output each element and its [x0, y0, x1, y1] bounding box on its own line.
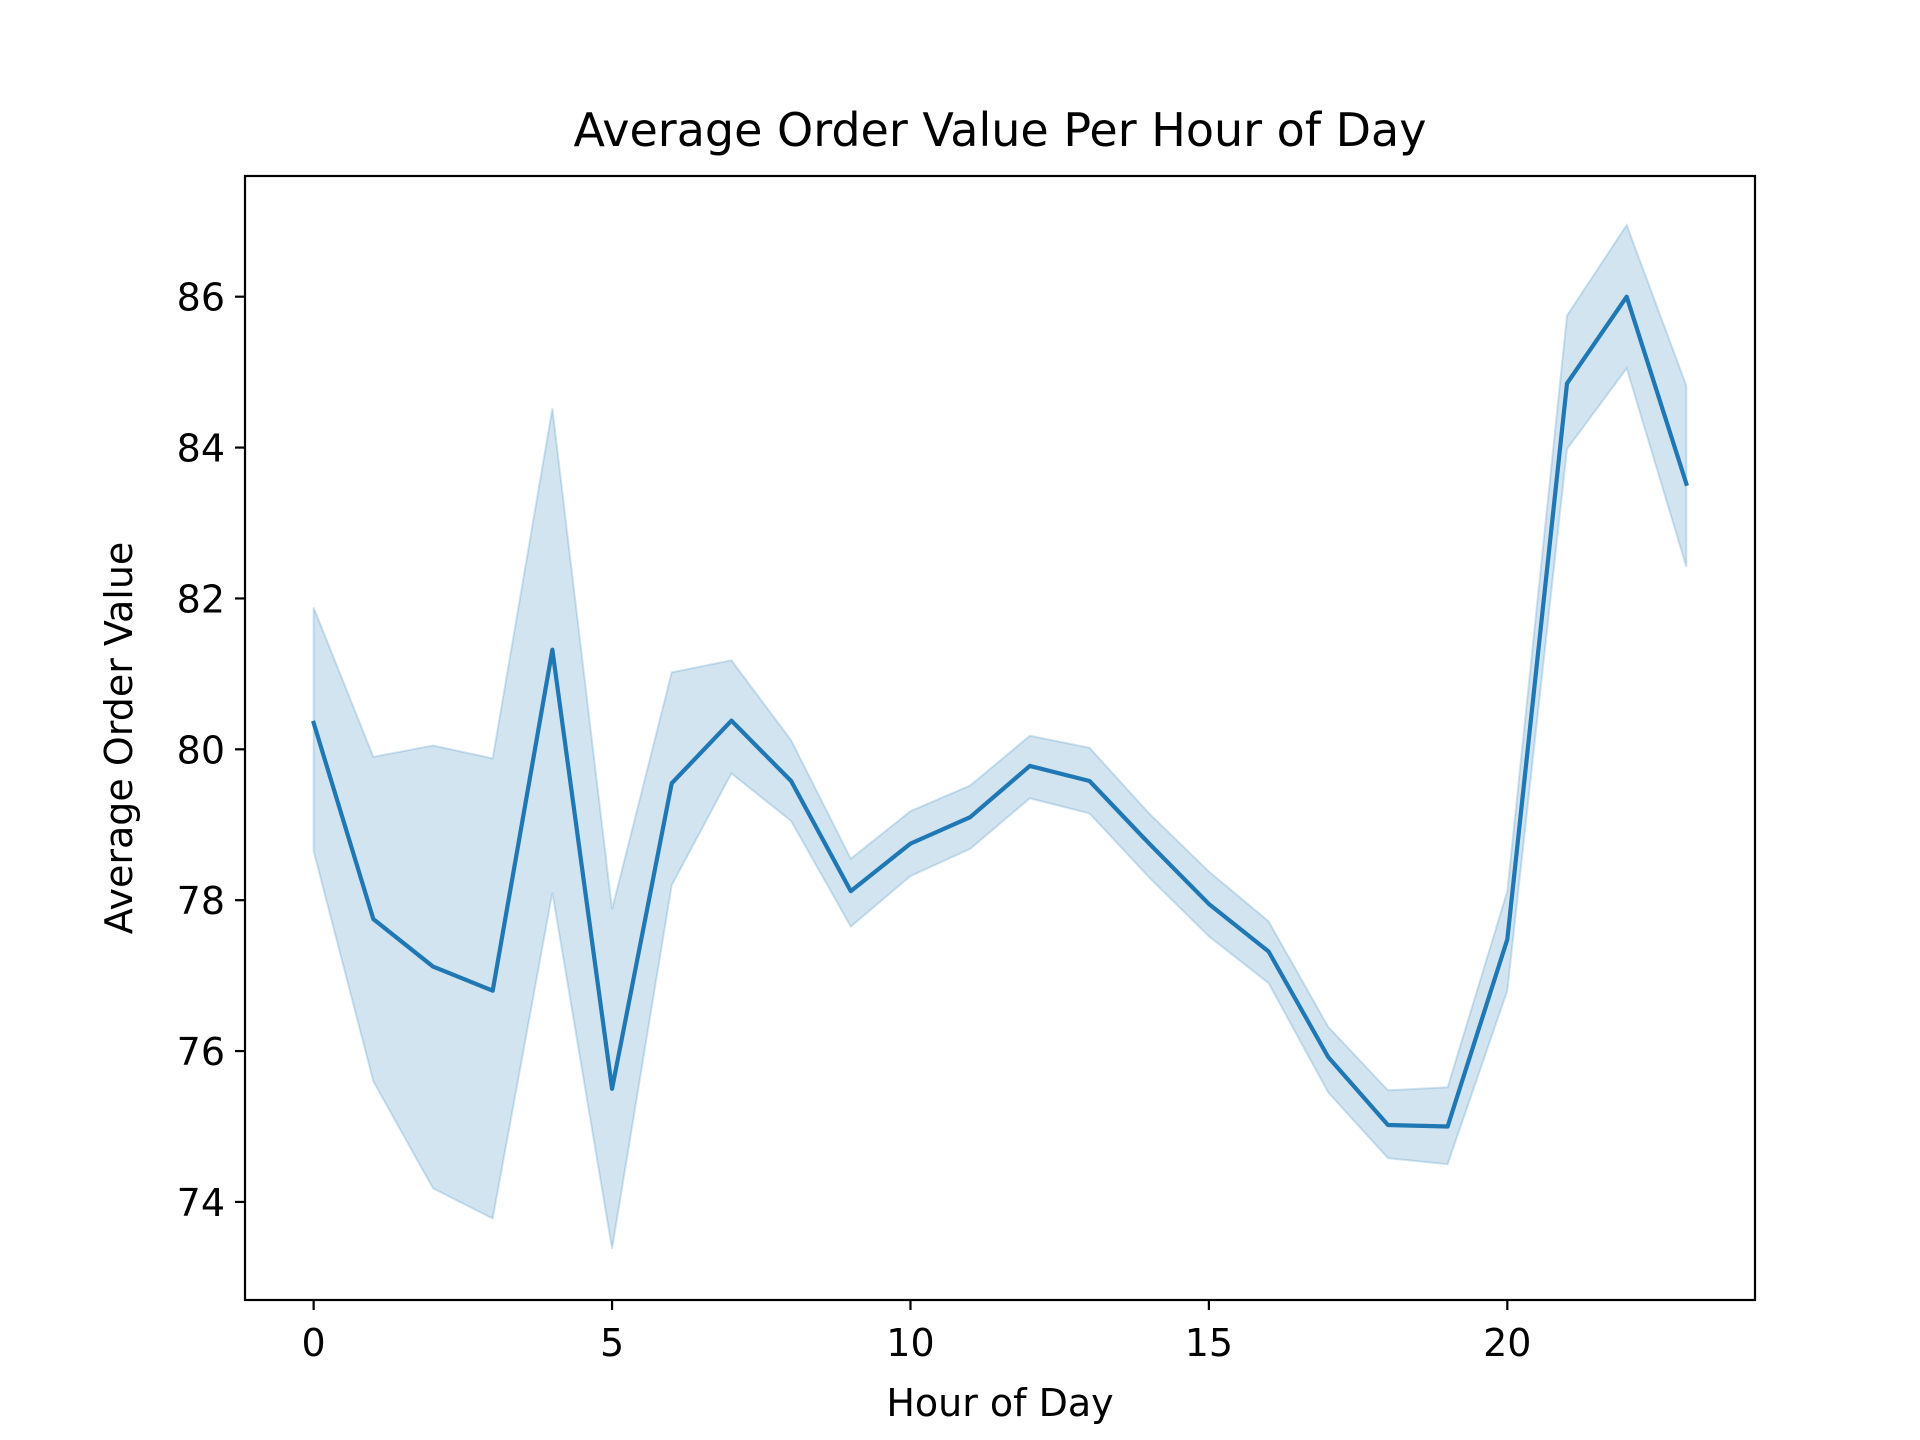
- y-tick-label: 82: [177, 577, 225, 621]
- y-tick-label: 80: [177, 728, 225, 772]
- plot-frame: [243, 174, 1757, 1302]
- x-axis-label: Hour of Day: [886, 1381, 1113, 1425]
- x-tick-label: 0: [302, 1321, 326, 1365]
- x-tick-label: 15: [1185, 1321, 1233, 1365]
- x-tick-label: 5: [600, 1321, 624, 1365]
- x-tick-label: 10: [886, 1321, 934, 1365]
- confidence-band: [312, 222, 1688, 1249]
- y-tick-label: 78: [177, 879, 225, 923]
- chart-title: Average Order Value Per Hour of Day: [574, 103, 1427, 157]
- y-tick-label: 74: [177, 1181, 225, 1225]
- series-line: [311, 294, 1689, 1129]
- y-tick-label: 76: [177, 1030, 225, 1074]
- x-tick-label: 20: [1483, 1321, 1531, 1365]
- y-tick-label: 86: [177, 276, 225, 320]
- y-tick-label: 84: [177, 427, 225, 471]
- y-axis-label: Average Order Value: [97, 542, 141, 935]
